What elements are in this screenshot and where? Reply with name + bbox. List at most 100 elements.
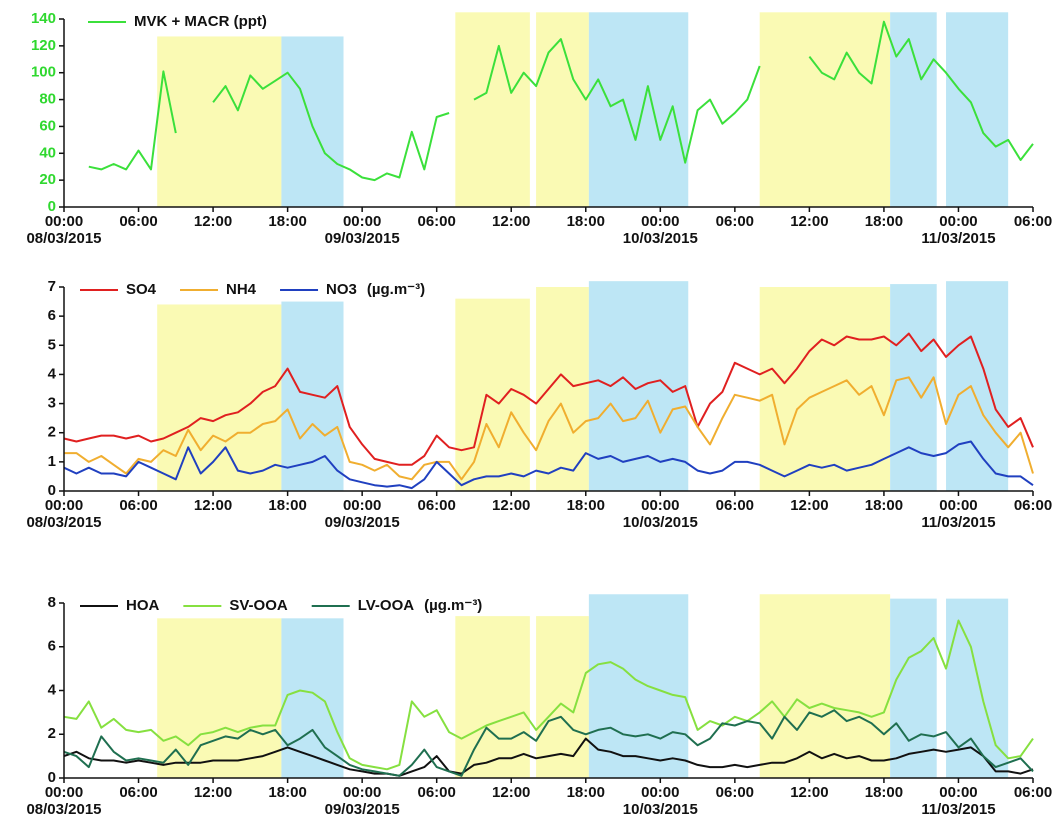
x-date-label: 09/03/2015 <box>325 230 400 247</box>
x-date-label: 10/03/2015 <box>623 514 698 531</box>
x-tick-label: 00:00 <box>641 784 679 801</box>
shaded-period <box>890 284 937 491</box>
y-tick-label: 6 <box>48 307 56 324</box>
y-tick-label: 80 <box>39 91 56 108</box>
x-tick-label: 06:00 <box>716 497 754 514</box>
y-tick-label: 6 <box>48 638 56 655</box>
shaded-period <box>455 616 530 778</box>
shaded-period <box>536 616 589 778</box>
legend-unit: (µg.m⁻³) <box>424 597 482 614</box>
x-tick-label: 06:00 <box>418 213 456 230</box>
x-tick-label: 18:00 <box>268 213 306 230</box>
x-tick-label: 12:00 <box>492 213 530 230</box>
legend-label: NO3 <box>326 281 357 298</box>
y-tick-label: 20 <box>39 171 56 188</box>
y-tick-label: 5 <box>48 336 56 353</box>
shaded-period <box>536 287 589 491</box>
x-date-label: 10/03/2015 <box>623 230 698 247</box>
x-tick-label: 06:00 <box>418 497 456 514</box>
shaded-period <box>157 618 282 778</box>
legend-label: LV-OOA <box>358 597 415 614</box>
x-tick-label: 18:00 <box>567 213 605 230</box>
x-tick-label: 12:00 <box>492 784 530 801</box>
shaded-period <box>157 304 282 491</box>
x-tick-label: 18:00 <box>865 497 903 514</box>
x-tick-label: 00:00 <box>45 213 83 230</box>
x-tick-label: 06:00 <box>716 213 754 230</box>
y-tick-label: 40 <box>39 144 56 161</box>
x-tick-label: 06:00 <box>1014 497 1052 514</box>
y-tick-label: 1 <box>48 453 56 470</box>
y-tick-label: 0 <box>48 769 56 786</box>
shaded-period <box>588 594 689 778</box>
shaded-period <box>759 594 891 778</box>
shaded-period <box>946 281 1009 491</box>
y-tick-label: 2 <box>48 725 56 742</box>
x-tick-label: 12:00 <box>492 497 530 514</box>
legend-label: HOA <box>126 597 160 614</box>
series-line <box>88 20 1034 182</box>
x-tick-label: 00:00 <box>641 497 679 514</box>
shaded-period <box>281 618 344 778</box>
y-tick-label: 60 <box>39 117 56 134</box>
x-tick-label: 00:00 <box>939 784 977 801</box>
x-tick-label: 12:00 <box>194 213 232 230</box>
x-tick-label: 12:00 <box>790 497 828 514</box>
x-tick-label: 18:00 <box>865 784 903 801</box>
x-tick-label: 12:00 <box>194 497 232 514</box>
series-line <box>63 332 1034 466</box>
legend-label: SV-OOA <box>229 597 288 614</box>
x-date-label: 09/03/2015 <box>325 514 400 531</box>
x-date-label: 11/03/2015 <box>921 514 995 531</box>
series-line <box>63 619 1034 771</box>
x-tick-label: 12:00 <box>790 213 828 230</box>
y-tick-label: 4 <box>48 365 57 382</box>
shaded-period <box>455 298 530 491</box>
shaded-period <box>281 36 344 208</box>
y-tick-label: 4 <box>48 681 57 698</box>
x-tick-label: 06:00 <box>418 784 456 801</box>
x-tick-label: 06:00 <box>119 497 157 514</box>
x-tick-label: 18:00 <box>567 497 605 514</box>
shaded-period <box>455 12 530 207</box>
x-tick-label: 00:00 <box>343 213 381 230</box>
x-date-label: 08/03/2015 <box>26 230 101 247</box>
x-tick-label: 06:00 <box>716 784 754 801</box>
x-tick-label: 06:00 <box>119 213 157 230</box>
legend-unit: (µg.m⁻³) <box>367 281 425 298</box>
shaded-period <box>281 301 344 491</box>
shaded-period <box>890 598 937 778</box>
legend-label: SO4 <box>126 281 157 298</box>
x-date-label: 09/03/2015 <box>325 801 400 818</box>
y-tick-label: 120 <box>31 37 56 54</box>
x-date-label: 11/03/2015 <box>921 801 995 818</box>
legend-label: NH4 <box>226 281 257 298</box>
x-tick-label: 18:00 <box>865 213 903 230</box>
series-line <box>63 440 1034 490</box>
series-line <box>64 376 1034 481</box>
x-tick-label: 00:00 <box>45 497 83 514</box>
x-tick-label: 00:00 <box>45 784 83 801</box>
y-tick-label: 0 <box>48 482 56 499</box>
shaded-period <box>588 281 689 491</box>
x-date-label: 08/03/2015 <box>26 514 101 531</box>
series-line <box>63 709 1034 777</box>
x-tick-label: 18:00 <box>268 784 306 801</box>
shaded-period <box>759 287 891 491</box>
shaded-period <box>157 36 282 208</box>
series-line <box>63 737 1034 777</box>
x-tick-label: 12:00 <box>194 784 232 801</box>
x-tick-label: 06:00 <box>1014 213 1052 230</box>
x-tick-label: 00:00 <box>939 213 977 230</box>
y-tick-label: 8 <box>48 594 56 611</box>
x-tick-label: 00:00 <box>343 784 381 801</box>
y-tick-label: 100 <box>31 64 56 81</box>
x-tick-label: 18:00 <box>567 784 605 801</box>
x-tick-label: 12:00 <box>790 784 828 801</box>
shaded-period <box>946 12 1009 207</box>
legend-label: MVK + MACR (ppt) <box>134 13 267 30</box>
x-tick-label: 00:00 <box>641 213 679 230</box>
y-tick-label: 7 <box>48 278 56 295</box>
